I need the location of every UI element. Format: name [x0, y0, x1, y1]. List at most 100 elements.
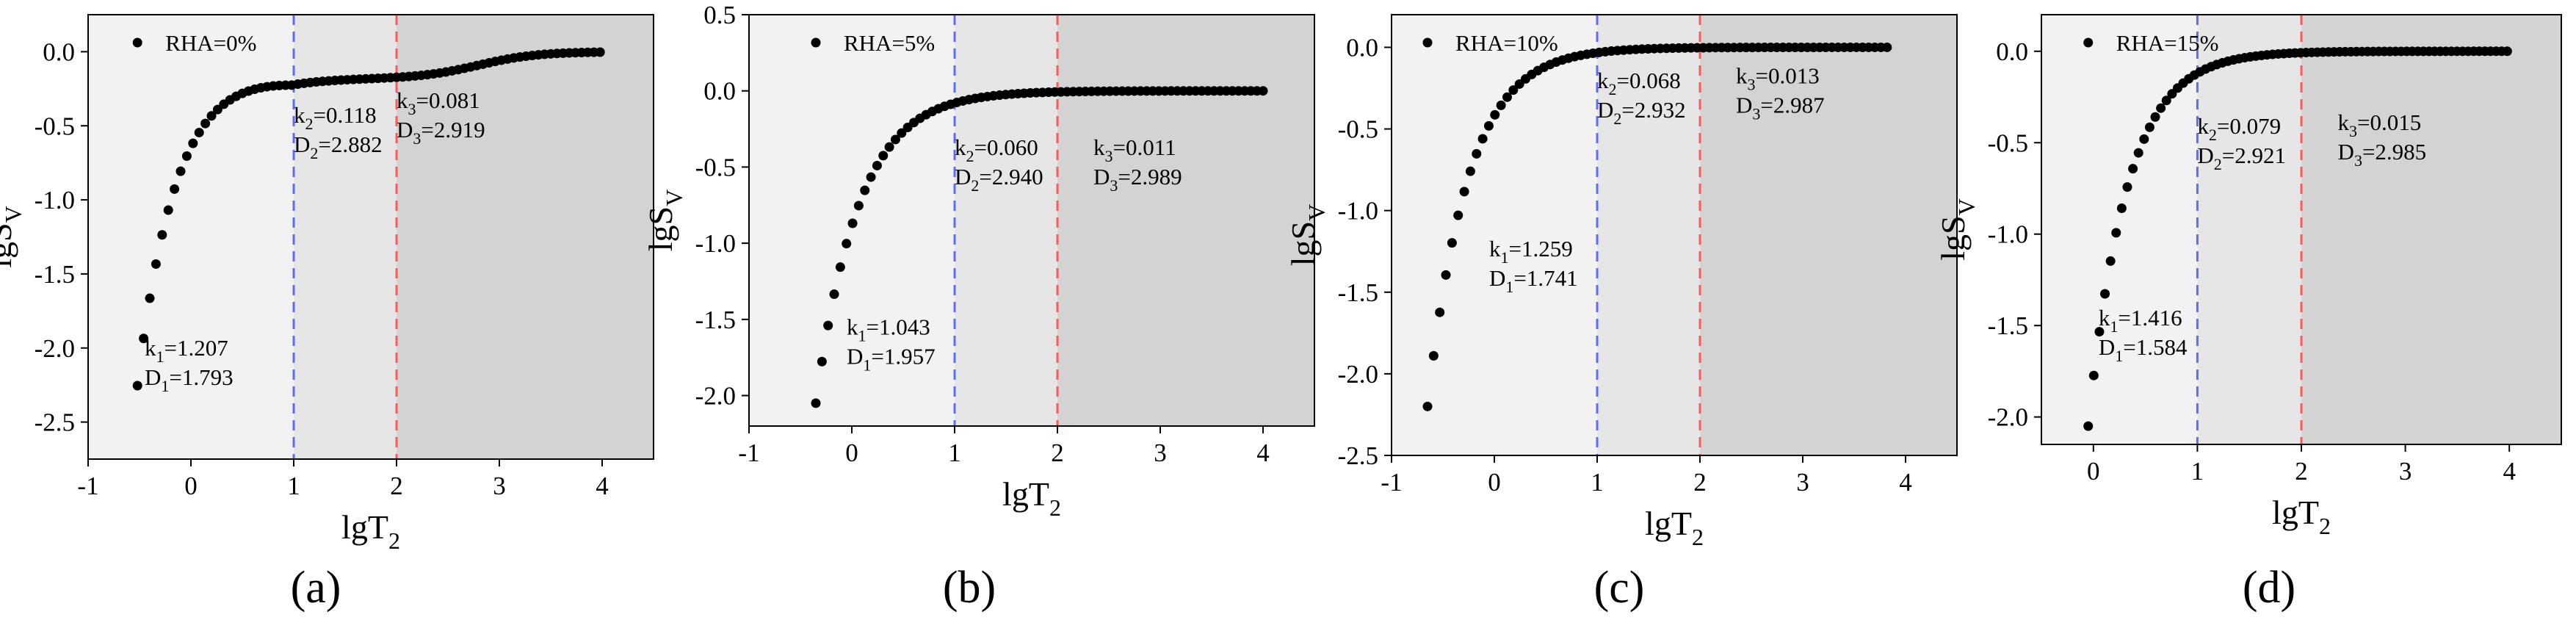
y-tick-label: 0.5: [703, 1, 736, 29]
fit-k-1: k1=1.043: [847, 314, 930, 345]
fit-d-value: =2.940: [979, 164, 1043, 190]
panel-caption: (b): [943, 563, 996, 613]
region-3: [1700, 15, 1957, 455]
region-2: [2197, 15, 2301, 444]
x-tick-label: 3: [1796, 468, 1809, 497]
panel-2: -1 0 1 2 3 40.50.0-0.5-1.0-1.5-2.0lgT2lgSVRHA…: [642, 1, 1315, 613]
fit-d-2: D2=2.921: [2197, 143, 2286, 173]
y-tick-label: 0.0: [703, 77, 736, 106]
data-point: [1459, 187, 1469, 197]
data-point: [170, 184, 180, 194]
fit-k-subscript: 2: [305, 115, 314, 133]
x-tick-label: -1: [77, 472, 98, 500]
data-point: [194, 127, 204, 137]
x-tick-label: 0: [845, 439, 858, 467]
x-axis-title-subscript: 2: [1049, 494, 1061, 521]
x-tick-label: 2: [1051, 439, 1064, 467]
data-point: [176, 166, 186, 176]
fit-d-subscript: 2: [2214, 155, 2222, 173]
data-point: [2144, 122, 2154, 132]
fit-k-value: =0.013: [1756, 62, 1820, 88]
fit-d-value: =1.584: [2123, 334, 2188, 360]
x-axis-title-subscript: 2: [2319, 513, 2331, 539]
y-tick-label: -1.5: [35, 260, 75, 289]
fit-d-3: D3=2.989: [1093, 164, 1182, 195]
data-point: [206, 111, 217, 121]
legend-label: RHA=15%: [2116, 30, 2219, 56]
region-3: [2301, 15, 2561, 444]
data-point: [2139, 134, 2149, 144]
data-point: [2122, 182, 2132, 192]
y-axis-title-subscript: V: [661, 190, 687, 206]
fit-k-subscript: 2: [966, 147, 974, 165]
x-tick-label: -1: [1381, 468, 1402, 497]
x-tick-label: 4: [2503, 457, 2516, 486]
plot-frame: [748, 14, 1315, 427]
data-point: [884, 142, 894, 152]
panel-1: -1 0 1 2 3 4 0.0 -0.5 -1.0 -1.5 -2.0 -2.5 lgT2 lgSV RH…: [0, 14, 654, 613]
x-axis-title: lgT2: [2272, 494, 2331, 539]
x-tick-label: 4: [1256, 439, 1270, 467]
data-point: [2116, 203, 2127, 213]
fit-d-subscript: 1: [161, 377, 169, 395]
data-point: [1453, 210, 1464, 220]
y-tick-label: -1.0: [1338, 197, 1378, 226]
data-point: [866, 172, 876, 182]
fit-d-value: =2.932: [1621, 97, 1685, 123]
y-tick-label: -0.5: [1338, 115, 1378, 144]
data-point: [890, 134, 900, 145]
x-tick-label: 3: [2399, 457, 2412, 486]
x-tick-label: 2: [390, 472, 403, 500]
fit-k-value: =0.081: [416, 87, 480, 113]
region-3: [397, 15, 654, 459]
fit-d-value: =2.987: [1760, 92, 1824, 118]
fit-d-value: =2.882: [318, 131, 382, 157]
fit-k-value: =0.011: [1113, 134, 1176, 160]
x-tick-label: 2: [1693, 468, 1707, 497]
y-tick-label: -1.0: [695, 229, 736, 258]
region-2: [1597, 15, 1700, 455]
x-tick-label: 1: [948, 439, 961, 467]
data-point: [829, 289, 839, 300]
data-point: [1465, 166, 1475, 176]
fit-d-value: =2.985: [2362, 139, 2426, 165]
region-3: [1057, 15, 1314, 426]
fit-k-subscript: 1: [2110, 317, 2118, 336]
data-point: [860, 185, 870, 195]
y-tick-label: 0.0: [43, 37, 75, 66]
data-point: [1502, 92, 1512, 102]
y-tick-label: 0.0: [1346, 33, 1378, 62]
x-tick-label: 3: [493, 472, 506, 500]
data-point: [2111, 228, 2121, 238]
fit-k-2: k2=0.079: [2197, 113, 2281, 144]
data-point: [1477, 134, 1488, 144]
x-tick-label: 0: [184, 472, 198, 500]
legend-label: RHA=10%: [1455, 30, 1558, 56]
legend-label: RHA=5%: [844, 30, 935, 56]
fit-k-value: =1.043: [866, 314, 930, 340]
y-tick-label: -2.0: [35, 334, 75, 363]
y-tick-label: -1.5: [1988, 311, 2028, 340]
x-tick-label: 0: [2087, 457, 2100, 486]
fit-d-subscript: 3: [1110, 176, 1118, 195]
fit-d-value: =2.919: [421, 117, 485, 143]
legend-marker: [132, 37, 142, 48]
data-point: [132, 380, 142, 391]
fit-k-3: k3=0.015: [2338, 109, 2422, 140]
panel-caption: (a): [291, 563, 341, 613]
y-tick-label: -0.5: [695, 153, 736, 181]
fit-k-1: k1=1.416: [2099, 305, 2182, 336]
data-point: [847, 218, 858, 228]
data-point: [1441, 270, 1451, 280]
legend-marker: [2083, 37, 2094, 48]
fit-k-value: =0.079: [2217, 113, 2281, 139]
x-tick-label: 0: [1488, 468, 1501, 497]
data-point: [1882, 42, 1892, 52]
fit-d-value: =2.989: [1118, 164, 1182, 190]
fit-d-3: D3=2.987: [1736, 92, 1825, 123]
data-point: [2161, 95, 2171, 106]
region-2: [955, 15, 1057, 426]
fit-d-subscript: 1: [863, 356, 871, 375]
data-point: [1490, 109, 1500, 120]
